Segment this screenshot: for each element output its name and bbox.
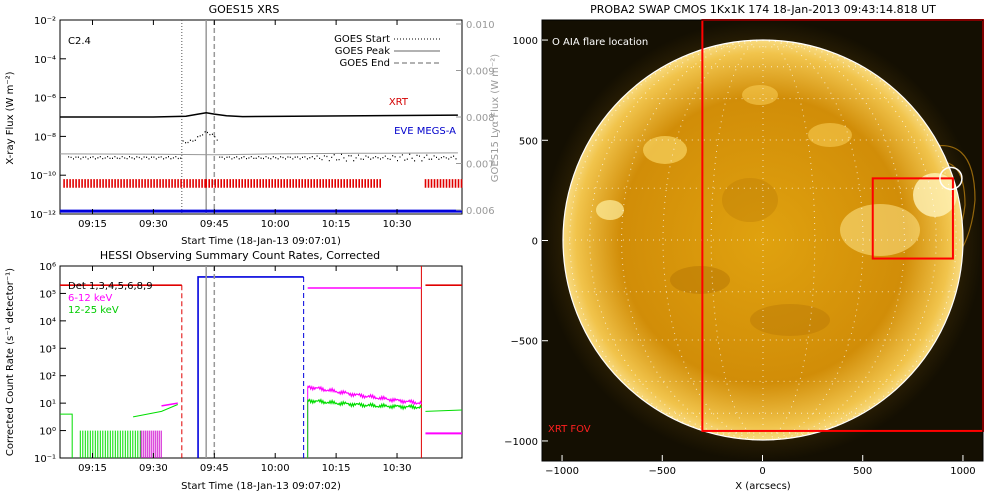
- swap-x-tick-label: 0: [759, 466, 765, 477]
- hessi-xlabel: Start Time (18-Jan-13 09:07:02): [181, 481, 341, 492]
- goes-xlabel: Start Time (18-Jan-13 09:07:01): [181, 236, 341, 247]
- swap-y-tick-label: −500: [511, 337, 538, 348]
- swap-title: PROBA2 SWAP CMOS 1Kx1K 174 18-Jan-2013 0…: [590, 3, 936, 16]
- swap-x-tick-label: 500: [853, 466, 872, 477]
- hessi-green-early: [60, 413, 73, 458]
- goes-y2-tick-label: 0.010: [466, 20, 495, 31]
- swap-y-tick-label: 0: [532, 237, 538, 248]
- longitude-line: [589, 39, 764, 441]
- xrt-label: XRT: [389, 97, 409, 108]
- goes-legend: GOES Start GOES Peak GOES End: [334, 34, 440, 69]
- goes-y-tick-label: 10⁻¹²: [30, 210, 56, 221]
- hessi-ylabel: Corrected Count Rate (s⁻¹ detector⁻¹): [5, 268, 16, 456]
- goes-title: GOES15 XRS: [209, 3, 280, 16]
- swap-x-tick-label: −500: [649, 466, 676, 477]
- hessi-panel: HESSI Observing Summary Count Rates, Cor…: [5, 249, 463, 492]
- aia-flare-location-label: O AIA flare location: [552, 37, 648, 48]
- hessi-x-tick-label: 09:30: [139, 463, 168, 474]
- swap-x-tick-label: −1000: [545, 466, 579, 477]
- hessi-y-tick-label: 10⁻¹: [34, 454, 56, 465]
- xrt-observation-bar: [63, 179, 206, 188]
- xrt-observation-bar: [424, 179, 463, 188]
- hessi-x-tick-label: 09:45: [200, 463, 229, 474]
- goes-series-line: [59, 152, 458, 156]
- goes-class-annotation: C2.4: [68, 36, 91, 47]
- hessi-y-tick-label: 10²: [39, 372, 56, 383]
- hessi-x-tick-label: 10:15: [322, 463, 351, 474]
- hessi-series-line: [307, 398, 422, 411]
- goes-panel: GOES15 XRS C2.4 GOES Start GOES Peak GOE…: [5, 3, 501, 247]
- legend-goes-peak: GOES Peak: [335, 46, 390, 57]
- hessi-y-tick-label: 10¹: [39, 399, 56, 410]
- hessi-y-tick-label: 10⁶: [39, 262, 56, 273]
- hessi-y-tick-label: 10⁴: [39, 317, 56, 328]
- legend-12-25kev: 12-25 keV: [68, 305, 119, 316]
- aia-flare-location-marker: [939, 166, 963, 191]
- goes-y-tick-label: 10⁻⁶: [34, 94, 56, 105]
- goes-series-line: [60, 111, 458, 118]
- swap-y-tick-label: 500: [519, 136, 538, 147]
- goes-y-tick-label: 10⁻⁴: [34, 55, 56, 66]
- hessi-y-tick-label: 10³: [39, 344, 56, 355]
- xrt-fov-label: XRT FOV: [548, 424, 591, 435]
- goes-y-tick-label: 10⁻¹⁰: [30, 171, 56, 182]
- xrt-observation-bar: [205, 179, 381, 188]
- swap-y-tick-label: 1000: [513, 36, 538, 47]
- hessi-green-gaps: [79, 430, 141, 458]
- goes-y2-tick-label: 0.009: [466, 67, 495, 78]
- legend-goes-start: GOES Start: [334, 34, 390, 45]
- hessi-series-line: [307, 384, 422, 406]
- goes-x-tick-label: 10:00: [261, 219, 290, 230]
- legend-detectors: Det 1,3,4,5,6,8,9: [68, 281, 153, 292]
- hessi-title: HESSI Observing Summary Count Rates, Cor…: [100, 249, 380, 262]
- hessi-plot-frame: [59, 265, 463, 459]
- eve-label: EVE MEGS-A: [394, 126, 456, 137]
- hessi-blue-segment: [197, 276, 304, 458]
- goes-y2-tick-label: 0.008: [466, 113, 495, 124]
- hessi-x-tick-label: 09:15: [78, 463, 107, 474]
- longitude-line: [621, 39, 764, 441]
- active-regions: [596, 85, 957, 336]
- hessi-x-tick-label: 10:30: [383, 463, 412, 474]
- legend-6-12kev: 6-12 keV: [68, 293, 112, 304]
- hessi-magenta-gaps: [140, 430, 162, 458]
- swap-y-tick-label: −1000: [504, 437, 538, 448]
- goes-x-tick-label: 10:30: [383, 219, 412, 230]
- goes-ylabel: X-ray Flux (W m⁻²): [5, 71, 16, 164]
- swap-xlabel: X (arcsecs): [735, 481, 791, 492]
- goes-short-channel: [68, 131, 457, 162]
- legend-goes-end: GOES End: [340, 58, 390, 69]
- goes-ylabel-right: GOES15 Lyα Flux (W m⁻²): [490, 54, 501, 182]
- goes-y-tick-label: 10⁻⁸: [34, 132, 56, 143]
- goes-y2-tick-label: 0.006: [466, 206, 495, 217]
- longitude-line: [762, 39, 905, 441]
- hessi-y-tick-label: 10⁰: [39, 427, 56, 438]
- hessi-x-tick-label: 10:00: [261, 463, 290, 474]
- goes-x-tick-label: 09:45: [200, 219, 229, 230]
- goes-x-tick-label: 09:30: [139, 219, 168, 230]
- hessi-legend: Det 1,3,4,5,6,8,9 6-12 keV 12-25 keV: [68, 281, 153, 316]
- swap-panel: PROBA2 SWAP CMOS 1Kx1K 174 18-Jan-2013 0…: [504, 3, 984, 492]
- goes-x-tick-label: 09:15: [78, 219, 107, 230]
- hessi-green-late: [425, 409, 463, 412]
- limb-circle: [562, 39, 964, 441]
- goes-y2-tick-label: 0.007: [466, 160, 495, 171]
- goes-y-tick-label: 10⁻²: [34, 16, 56, 27]
- hessi-magenta-pre: [161, 402, 178, 407]
- swap-x-tick-label: 1000: [950, 466, 975, 477]
- longitude-line: [762, 39, 937, 441]
- goes-x-tick-label: 10:15: [322, 219, 351, 230]
- flare-region-box: [871, 177, 954, 260]
- hessi-green-pre: [132, 404, 178, 418]
- hessi-y-tick-label: 10⁵: [39, 289, 56, 300]
